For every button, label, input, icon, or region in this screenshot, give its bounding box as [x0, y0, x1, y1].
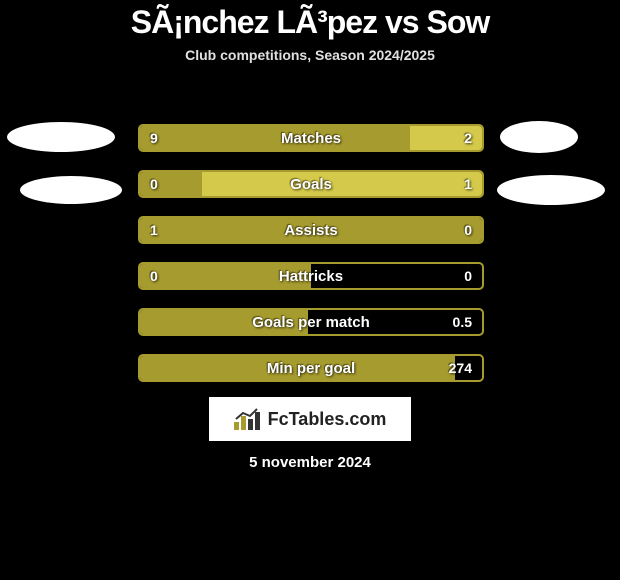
stat-label: Assists	[140, 218, 482, 242]
comparison-bars: 92Matches 01Goals 10Assists 00Hattricks 0.5G…	[138, 124, 484, 400]
stat-row: 92Matches	[138, 124, 484, 152]
footer-date: 5 november 2024	[0, 454, 620, 471]
brand-logo: FcTables.com	[209, 397, 411, 441]
chart-icon	[234, 408, 264, 430]
player2-photo-placeholder-1	[500, 121, 578, 153]
stat-label: Hattricks	[140, 264, 482, 288]
stat-row: 10Assists	[138, 216, 484, 244]
stat-label: Goals per match	[140, 310, 482, 334]
stat-row: 274Min per goal	[138, 354, 484, 382]
stat-label: Goals	[140, 172, 482, 196]
stat-row: 01Goals	[138, 170, 484, 198]
stat-label: Matches	[140, 126, 482, 150]
stat-row: 0.5Goals per match	[138, 308, 484, 336]
page-title: SÃ¡nchez LÃ³pez vs Sow	[0, 0, 620, 41]
brand-text: FcTables.com	[268, 409, 387, 430]
player1-photo-placeholder-1	[7, 122, 115, 152]
stat-label: Min per goal	[140, 356, 482, 380]
stat-row: 00Hattricks	[138, 262, 484, 290]
page-subtitle: Club competitions, Season 2024/2025	[0, 47, 620, 63]
player1-photo-placeholder-2	[20, 176, 122, 204]
player2-photo-placeholder-2	[497, 175, 605, 205]
